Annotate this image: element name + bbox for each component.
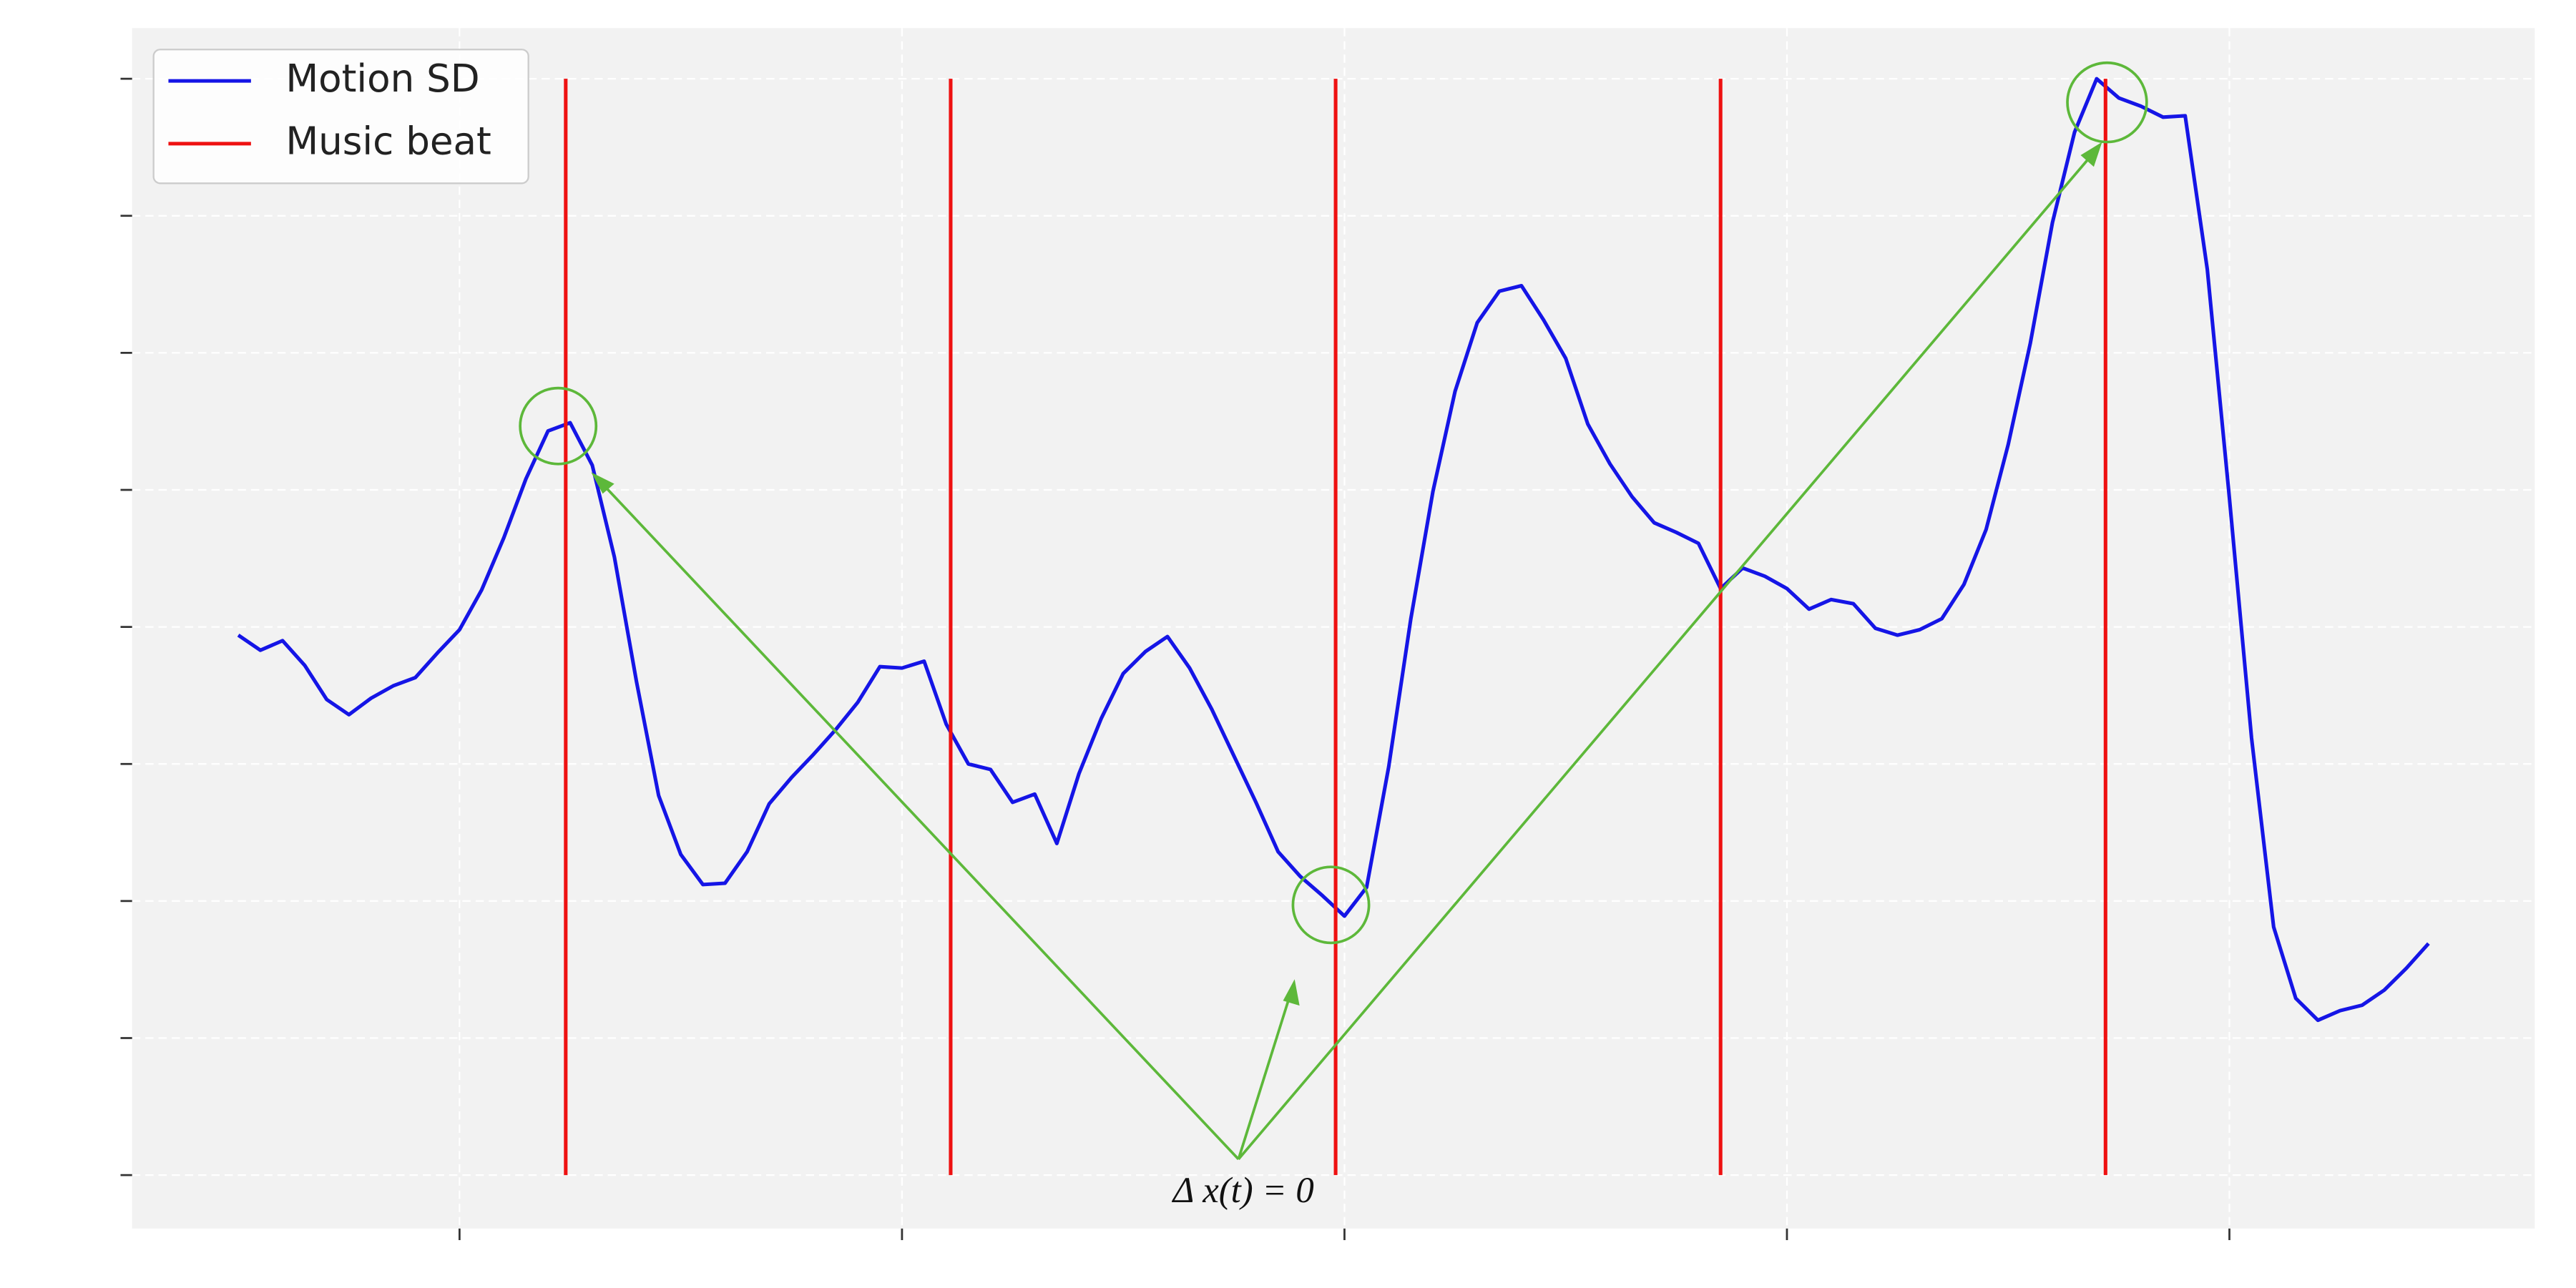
legend: Motion SD Music beat [152,49,529,185]
highlight-circle [2066,61,2148,144]
annotation: Δ x(t) = 0 [1172,1170,1314,1210]
legend-label: Motion SD [285,56,479,101]
plot-area [132,28,2535,1229]
highlight-circle [519,386,598,466]
arrow-head [2080,142,2102,167]
grid [120,28,2535,1241]
annotations [519,61,2148,1161]
legend-label: Music beat [285,119,491,164]
marks [237,77,2430,1176]
highlight-circle [1291,865,1371,945]
arrow [597,478,1240,1161]
arrow-head [591,472,614,494]
arrow [1237,147,2098,1161]
arrow-head [1283,979,1300,1006]
line [237,77,2430,1023]
arrow [1237,985,1295,1160]
legend-box [152,49,529,185]
